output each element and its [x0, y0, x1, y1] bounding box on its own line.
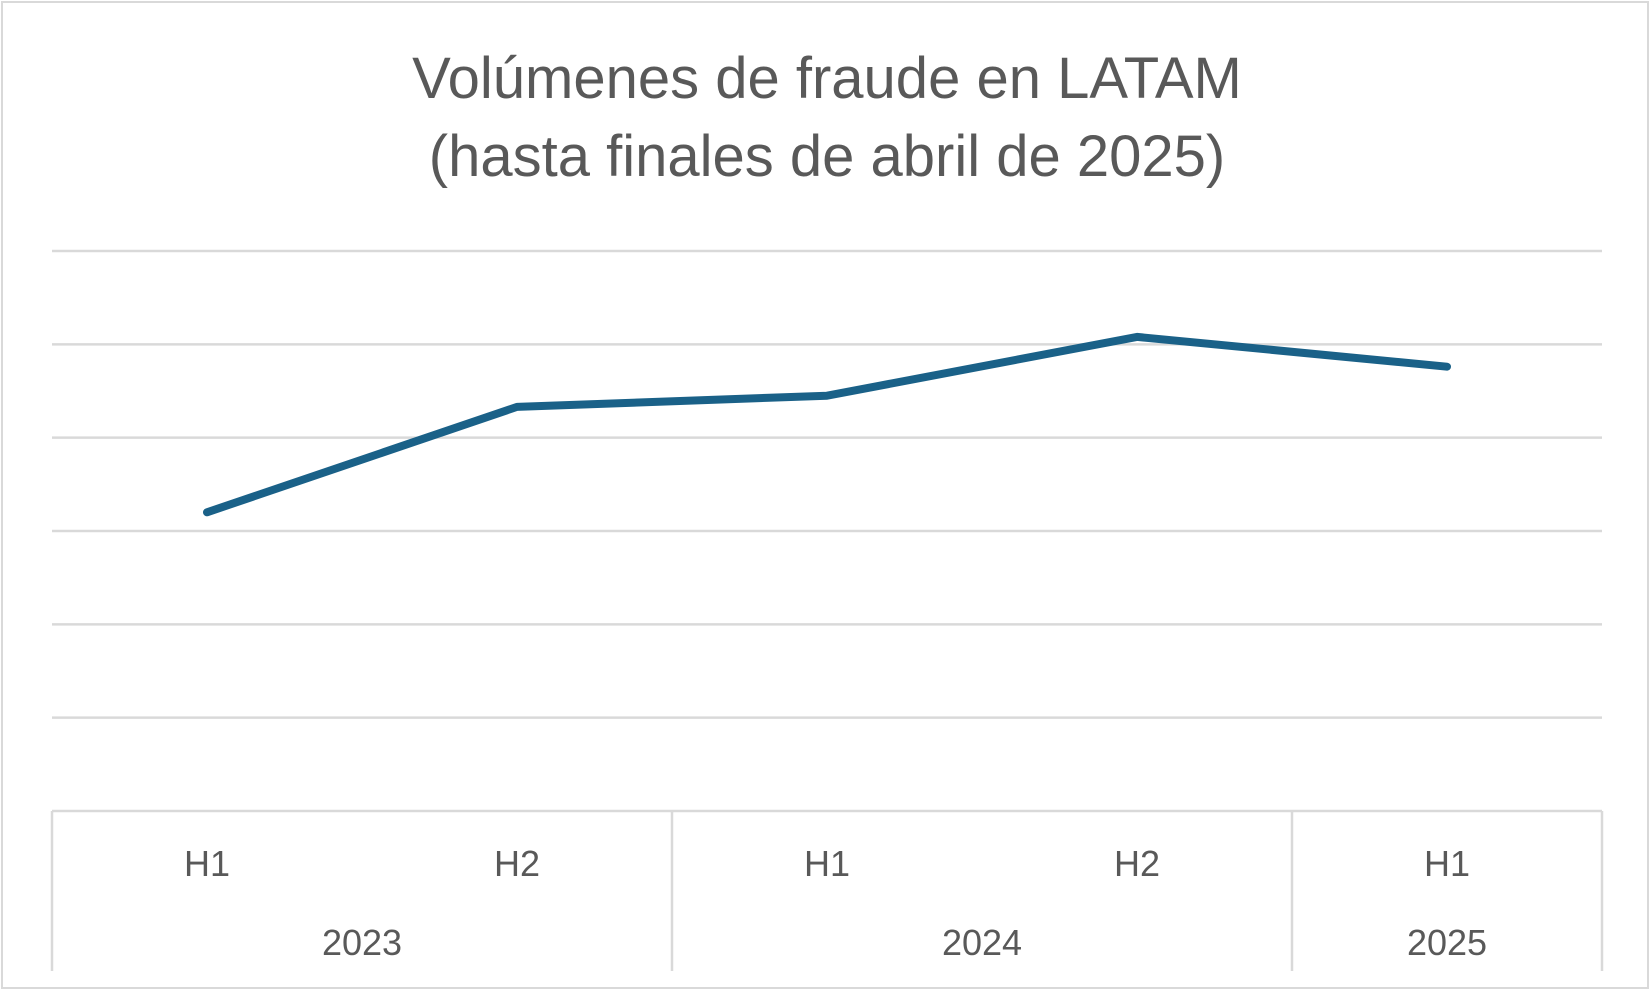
x-group-label: 2025 — [1407, 922, 1487, 963]
x-axis: H1 H2 H1 H2 H1 2023 2024 2025 — [50, 809, 1604, 971]
x-tick-label: H2 — [1114, 843, 1160, 884]
x-tick-label: H1 — [184, 843, 230, 884]
line-chart: Volúmenes de fraude en LATAM (hasta fina… — [50, 46, 1604, 971]
chart-title: Volúmenes de fraude en LATAM (hasta fina… — [412, 46, 1242, 189]
x-tick-label: H1 — [804, 843, 850, 884]
chart-title-line-2: (hasta finales de abril de 2025) — [429, 124, 1225, 189]
x-group-label: 2024 — [942, 922, 1022, 963]
series-line — [203, 332, 1451, 517]
series-layer — [203, 332, 1451, 517]
chart-title-line-1: Volúmenes de fraude en LATAM — [412, 46, 1242, 111]
gridlines — [52, 249, 1602, 719]
x-group-label: 2023 — [322, 922, 402, 963]
x-tick-label: H2 — [494, 843, 540, 884]
x-tick-label: H1 — [1424, 843, 1470, 884]
